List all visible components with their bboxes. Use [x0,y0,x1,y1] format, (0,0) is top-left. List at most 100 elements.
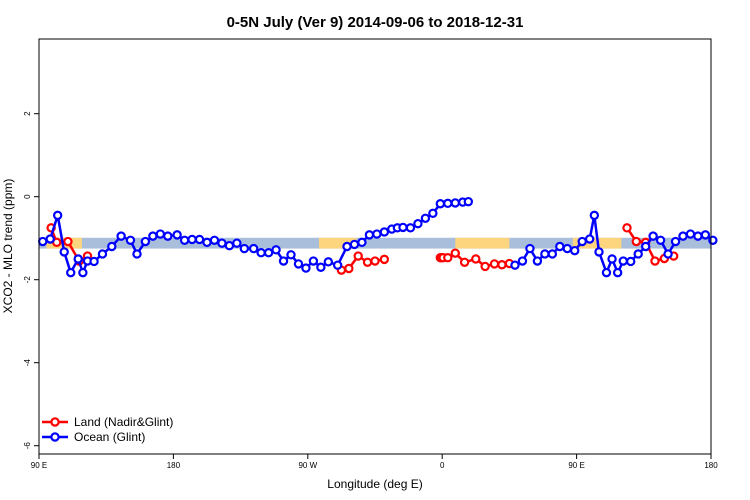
legend: Land (Nadir&Glint)Ocean (Glint) [42,415,173,444]
legend-label: Land (Nadir&Glint) [74,415,173,429]
data-point [428,208,438,218]
data-point [443,198,453,209]
data-point [217,238,227,248]
data-point [370,256,380,266]
data-point [693,231,703,241]
data-point [349,239,360,250]
data-point [450,248,460,258]
data-point [517,256,528,266]
legend-marker [50,417,60,427]
data-point [622,223,632,233]
data-point [232,238,242,248]
x-tick-label: 90 E [568,461,584,470]
data-point [379,254,390,265]
data-point [202,237,212,248]
data-point [316,262,326,272]
x-tick-label: 0 [440,461,445,470]
land-series [46,223,679,275]
data-point [459,257,470,267]
data-point [555,241,565,252]
y-tick-label: 0 [23,194,32,199]
data-point [148,231,158,241]
data-point [52,210,63,221]
data-point [357,237,367,248]
data-point [450,198,460,208]
data-point [547,249,558,259]
data-point [63,236,73,247]
data-point [362,257,373,267]
data-point [612,267,623,278]
data-point [607,254,617,264]
data-point [463,196,474,207]
x-axis-label: Longitude (deg E) [327,477,422,491]
data-point [59,247,69,257]
y-axis-label: XCO2 - MLO trend (ppm) [1,179,15,314]
data-point [584,234,595,244]
y-tick-label: 2 [23,111,32,116]
data-point [379,227,390,237]
data-point [510,260,520,270]
data-point [271,245,281,255]
data-point [125,235,136,245]
data-point [413,218,423,229]
data-point [353,251,363,261]
data-point [342,241,352,252]
chart-title: 0-5N July (Ver 9) 2014-09-06 to 2018-12-… [227,14,524,31]
data-point [163,231,173,241]
data-point [589,210,600,221]
data-point [263,248,274,258]
data-point [107,241,117,252]
data-point [700,230,711,240]
data-point [66,267,76,278]
data-point [89,256,99,267]
land-band-segment [455,237,510,249]
data-point [364,230,375,240]
data-point [497,260,507,270]
data-point [323,257,334,267]
x-tick-label: 90 E [31,461,47,470]
data-point [650,256,660,266]
data-point [489,259,500,269]
data-point [562,243,572,254]
data-point [97,249,108,259]
data-point [172,230,182,240]
data-point [332,260,343,270]
data-point [140,236,151,247]
data-point [116,231,126,241]
ocean-series [38,196,718,278]
data-point [187,234,197,245]
data-point [308,256,319,266]
land-band-segment [319,237,357,249]
y-tick-label: -6 [23,442,32,450]
data-point [248,243,259,254]
data-point [601,267,612,278]
data-point [655,235,666,245]
data-point [540,249,550,259]
data-point [435,199,446,209]
plot-frame [38,38,712,455]
legend-label: Ocean (Glint) [74,430,145,444]
legend-marker [50,432,60,442]
data-point [471,254,481,264]
data-point [45,234,55,244]
data-point [372,229,382,239]
data-point [155,229,166,239]
data-point [708,235,718,245]
data-series [38,196,718,278]
data-point [286,250,296,260]
data-point [398,222,408,233]
data-point [293,259,304,269]
data-point [78,267,88,278]
data-point [443,253,453,263]
data-point [73,254,83,264]
y-axis: -6 -4 -2 0 2 [23,111,39,449]
x-tick-label: 180 [167,461,181,470]
data-point [633,249,643,259]
data-point [209,235,220,245]
data-point [525,243,535,254]
data-point [532,256,543,266]
data-point [344,263,354,274]
data-point [224,240,235,251]
data-point [685,229,696,239]
